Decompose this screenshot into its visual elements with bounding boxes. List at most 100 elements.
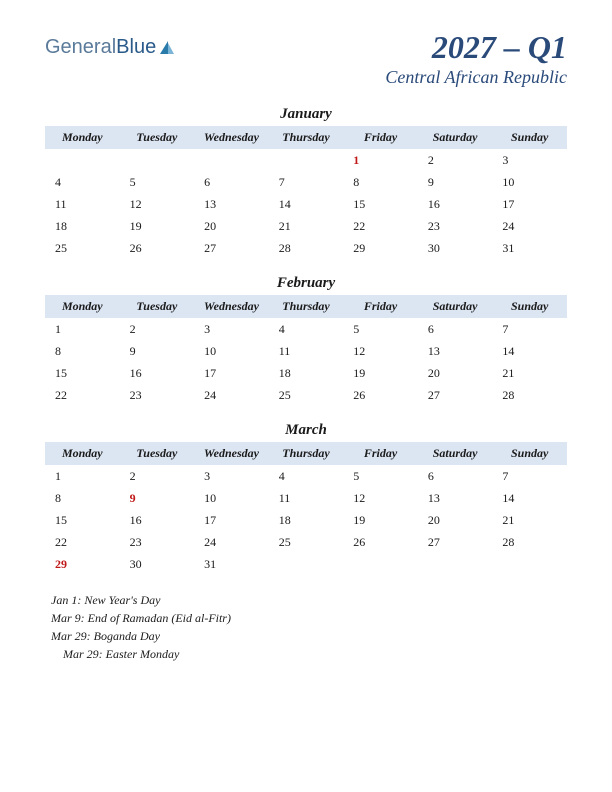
calendar-cell: 9: [418, 171, 493, 193]
calendar-cell: 30: [120, 553, 195, 575]
calendar-cell: 23: [120, 531, 195, 553]
calendar-cell: 14: [269, 193, 344, 215]
calendar-cell: 10: [194, 340, 269, 362]
calendar-cell: 19: [343, 509, 418, 531]
calendar-cell: 5: [343, 318, 418, 340]
calendar-row: 293031: [45, 553, 567, 575]
calendar-row: 22232425262728: [45, 531, 567, 553]
month-name: January: [45, 106, 567, 123]
quarter-title: 2027 – Q1: [385, 30, 567, 65]
calendar-cell: 7: [492, 465, 567, 487]
day-header: Tuesday: [120, 295, 195, 318]
calendar-cell: 6: [418, 318, 493, 340]
calendar-row: 123: [45, 149, 567, 171]
calendar-table: MondayTuesdayWednesdayThursdayFridaySatu…: [45, 295, 567, 406]
day-header: Saturday: [418, 442, 493, 465]
calendar-cell: 19: [343, 362, 418, 384]
month-block: February MondayTuesdayWednesdayThursdayFr…: [45, 275, 567, 406]
calendar-cell: 15: [45, 509, 120, 531]
calendar-cell: [45, 149, 120, 171]
day-header: Thursday: [269, 442, 344, 465]
calendar-cell: 17: [492, 193, 567, 215]
calendar-cell: 12: [343, 340, 418, 362]
calendar-cell: 2: [418, 149, 493, 171]
calendar-cell: 7: [492, 318, 567, 340]
calendar-cell: 29: [45, 553, 120, 575]
day-header: Friday: [343, 295, 418, 318]
months-container: January MondayTuesdayWednesdayThursdayFri…: [45, 106, 567, 575]
day-header: Sunday: [492, 126, 567, 149]
logo-sail-icon: [158, 39, 176, 57]
logo: GeneralBlue: [45, 36, 176, 59]
calendar-cell: 5: [343, 465, 418, 487]
month-block: January MondayTuesdayWednesdayThursdayFri…: [45, 106, 567, 259]
holiday-entry: Mar 9: End of Ramadan (Eid al-Fitr): [51, 609, 567, 627]
calendar-cell: 18: [269, 509, 344, 531]
calendar-cell: 20: [194, 215, 269, 237]
calendar-row: 18192021222324: [45, 215, 567, 237]
calendar-cell: 31: [194, 553, 269, 575]
day-header: Thursday: [269, 126, 344, 149]
calendar-cell: 25: [269, 531, 344, 553]
calendar-cell: 13: [194, 193, 269, 215]
calendar-cell: [269, 553, 344, 575]
calendar-cell: 5: [120, 171, 195, 193]
holiday-entry: Jan 1: New Year's Day: [51, 591, 567, 609]
day-header: Sunday: [492, 295, 567, 318]
calendar-cell: 18: [269, 362, 344, 384]
calendar-cell: 3: [194, 465, 269, 487]
calendar-cell: [492, 553, 567, 575]
calendar-cell: 9: [120, 340, 195, 362]
calendar-row: 891011121314: [45, 340, 567, 362]
calendar-row: 1234567: [45, 465, 567, 487]
calendar-cell: 23: [418, 215, 493, 237]
calendar-cell: 8: [45, 340, 120, 362]
calendar-cell: 26: [343, 384, 418, 406]
calendar-cell: 4: [269, 465, 344, 487]
calendar-cell: 25: [45, 237, 120, 259]
calendar-cell: 20: [418, 362, 493, 384]
calendar-cell: 15: [343, 193, 418, 215]
day-header: Tuesday: [120, 126, 195, 149]
calendar-cell: 1: [45, 465, 120, 487]
day-header: Monday: [45, 126, 120, 149]
day-header: Thursday: [269, 295, 344, 318]
calendar-cell: 21: [492, 509, 567, 531]
calendar-cell: 18: [45, 215, 120, 237]
calendar-cell: 16: [418, 193, 493, 215]
calendar-cell: 22: [343, 215, 418, 237]
calendar-cell: 10: [492, 171, 567, 193]
calendar-cell: 15: [45, 362, 120, 384]
calendar-cell: 31: [492, 237, 567, 259]
logo-text-2: Blue: [116, 36, 156, 59]
calendar-cell: 17: [194, 362, 269, 384]
calendar-cell: 11: [269, 340, 344, 362]
day-header: Tuesday: [120, 442, 195, 465]
calendar-cell: 11: [45, 193, 120, 215]
month-name: February: [45, 275, 567, 292]
calendar-row: 1234567: [45, 318, 567, 340]
calendar-cell: [418, 553, 493, 575]
calendar-cell: 14: [492, 340, 567, 362]
day-header: Saturday: [418, 126, 493, 149]
calendar-row: 45678910: [45, 171, 567, 193]
calendar-cell: 16: [120, 362, 195, 384]
header-row: GeneralBlue 2027 – Q1 Central African Re…: [45, 30, 567, 88]
calendar-cell: 16: [120, 509, 195, 531]
calendar-cell: 22: [45, 531, 120, 553]
calendar-cell: 26: [120, 237, 195, 259]
calendar-cell: 24: [194, 531, 269, 553]
calendar-cell: 2: [120, 318, 195, 340]
calendar-cell: 3: [194, 318, 269, 340]
day-header: Monday: [45, 442, 120, 465]
calendar-cell: 13: [418, 340, 493, 362]
calendar-cell: [120, 149, 195, 171]
calendar-cell: 10: [194, 487, 269, 509]
calendar-cell: 23: [120, 384, 195, 406]
calendar-cell: 21: [269, 215, 344, 237]
day-header: Saturday: [418, 295, 493, 318]
calendar-cell: 2: [120, 465, 195, 487]
month-block: MarchMondayTuesdayWednesdayThursdayFrida…: [45, 422, 567, 575]
calendar-table: MondayTuesdayWednesdayThursdayFridaySatu…: [45, 126, 567, 259]
calendar-cell: 1: [45, 318, 120, 340]
